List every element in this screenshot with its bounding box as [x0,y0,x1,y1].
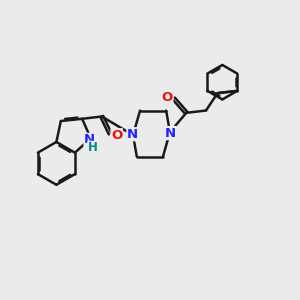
Text: O: O [111,129,122,142]
Text: N: N [84,133,95,146]
Text: N: N [165,127,176,140]
Text: N: N [127,128,138,141]
Text: O: O [162,91,173,103]
Text: H: H [88,141,98,154]
